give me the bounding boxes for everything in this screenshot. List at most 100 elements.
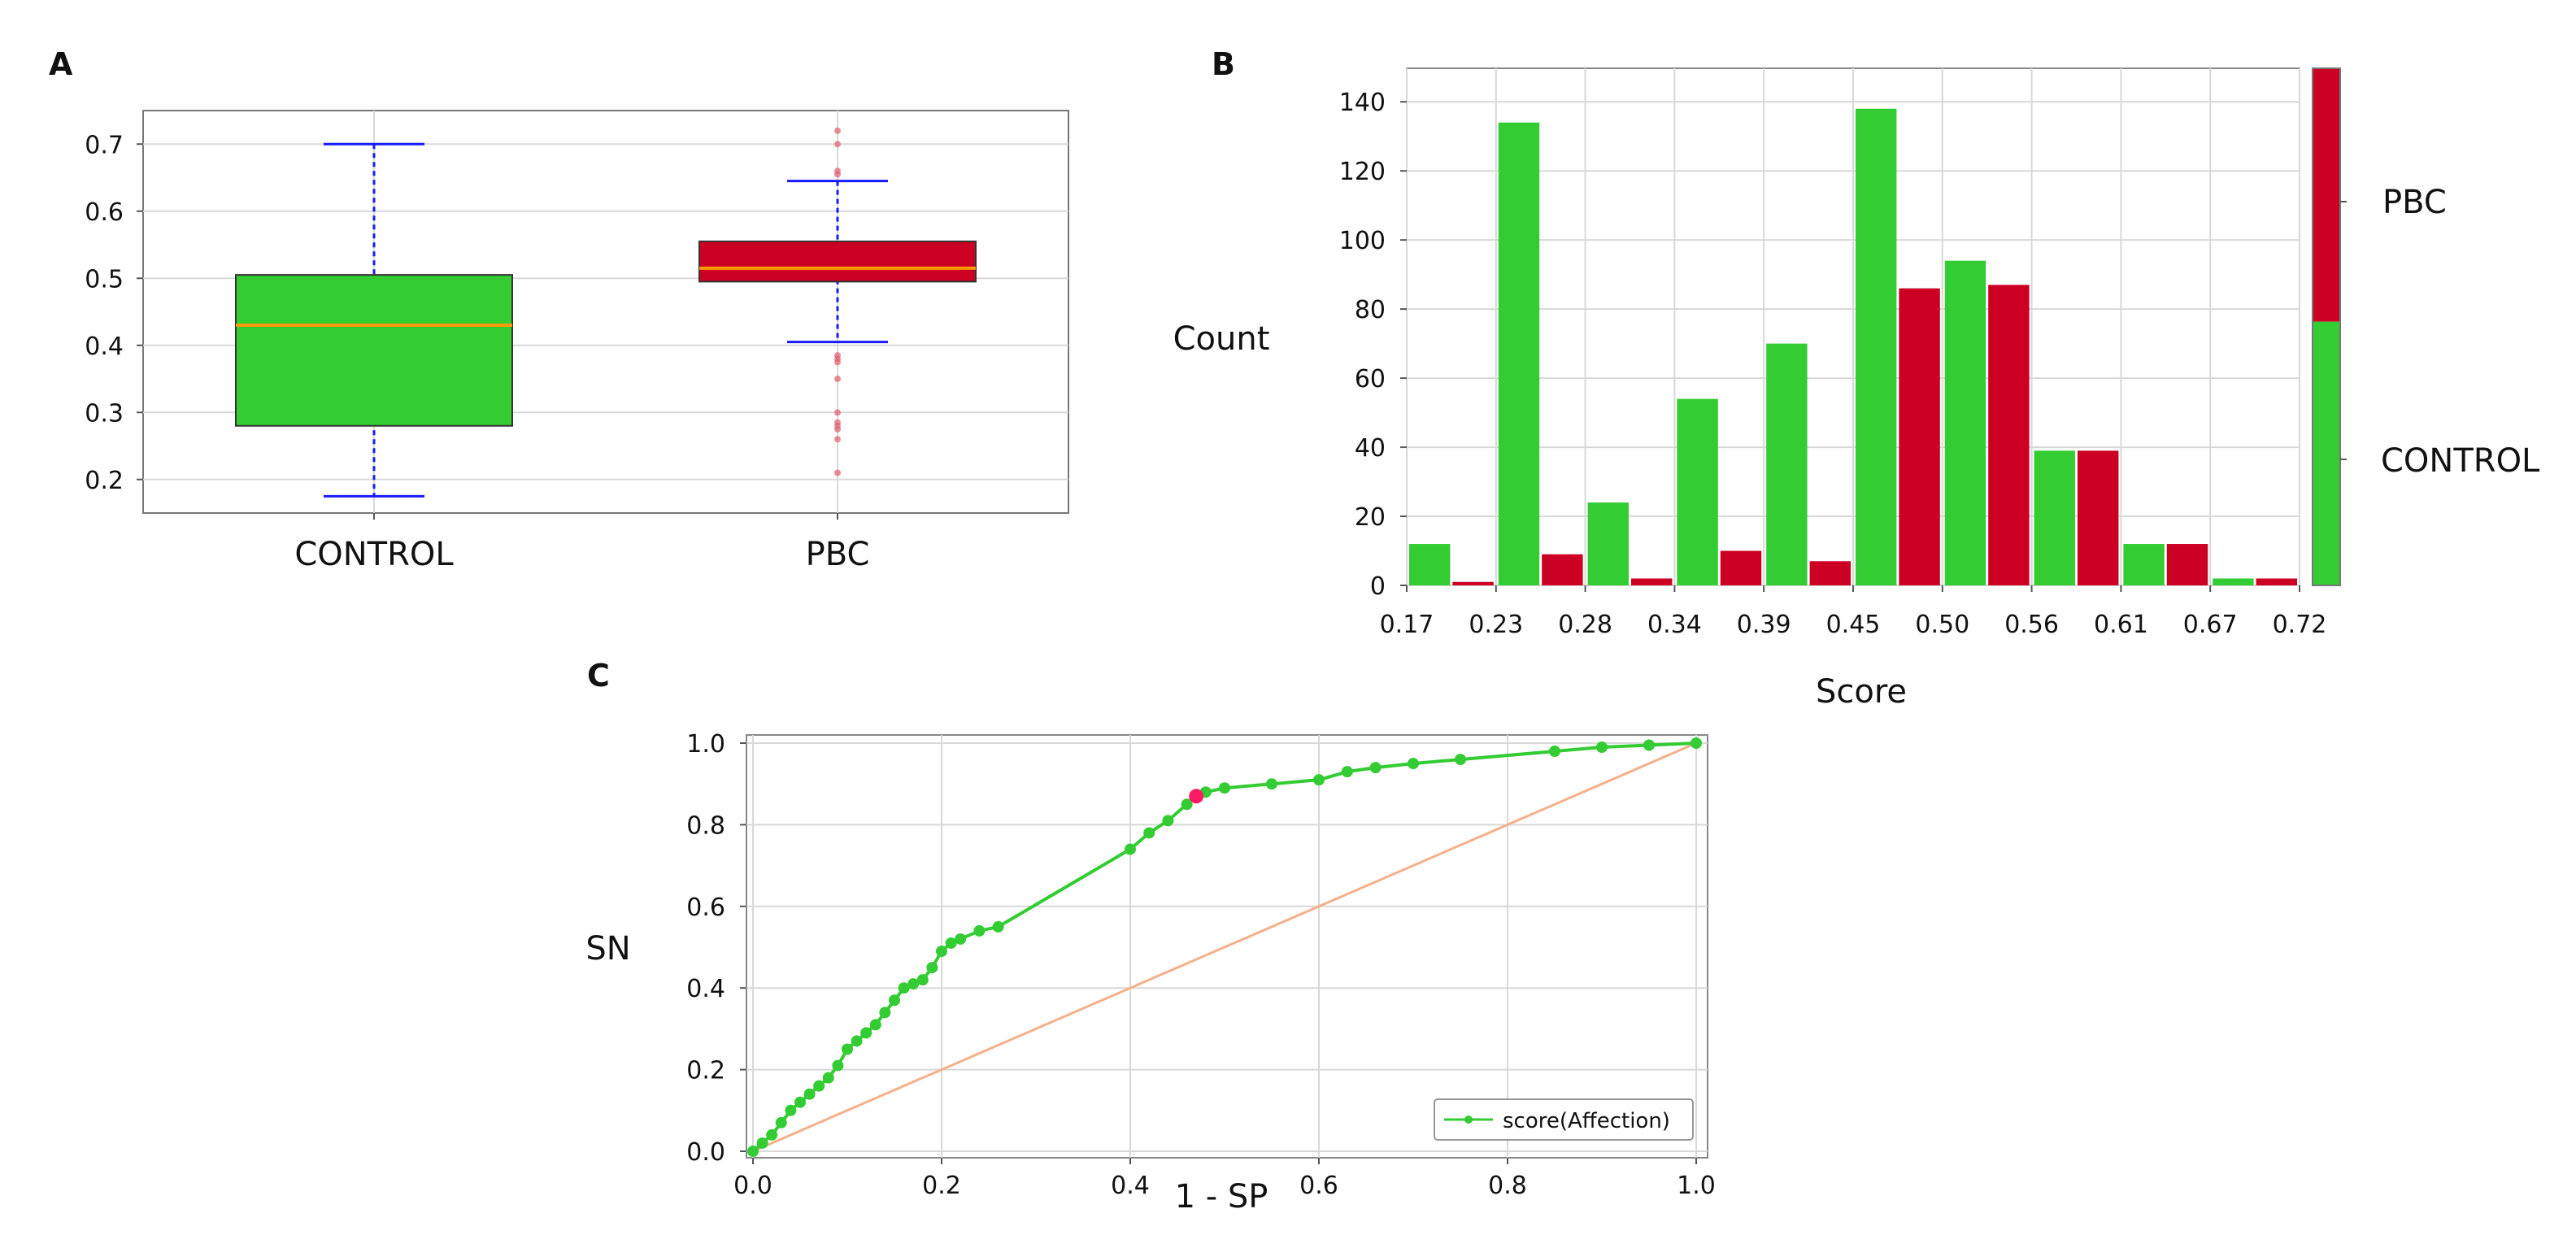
- reference-diagonal-line: [752, 741, 1697, 1153]
- legend-point-marker: [1464, 1115, 1473, 1124]
- roc-point: [1369, 762, 1382, 774]
- panel-c-y-axis-label: SN: [585, 930, 630, 968]
- bar-pbc: [1542, 554, 1583, 585]
- x-tick-label: 0.2: [922, 1172, 961, 1200]
- roc-point: [1125, 843, 1136, 855]
- roc-point: [907, 978, 920, 990]
- roc-point: [860, 1027, 872, 1039]
- roc-point: [756, 1137, 768, 1149]
- bar-pbc: [2078, 450, 2119, 585]
- roc-point: [1181, 798, 1193, 811]
- bar-pbc: [1452, 581, 1494, 585]
- y-tick-label: 0.2: [85, 467, 124, 495]
- x-tick-label: 0.45: [1826, 611, 1881, 639]
- bar-control: [2034, 450, 2075, 585]
- y-tick-label: 0.8: [686, 811, 725, 840]
- y-tick-label: 0.5: [85, 265, 124, 294]
- y-tick-label: 0.0: [686, 1138, 725, 1167]
- outlier-point: [834, 425, 841, 433]
- legend-swatch-pbc: [2313, 68, 2340, 322]
- box-iqr: [235, 274, 513, 427]
- x-tick-label: 0.6: [1299, 1172, 1338, 1200]
- roc-point: [803, 1088, 816, 1100]
- outlier-point: [834, 359, 841, 366]
- x-tick-label: 0.4: [1111, 1172, 1150, 1200]
- bar-control: [1409, 544, 1451, 585]
- outlier-point: [834, 171, 841, 178]
- legend-label: score(Affection): [1503, 1109, 1670, 1133]
- bar-pbc: [1988, 285, 2030, 585]
- y-tick-label: 60: [1355, 365, 1386, 394]
- legend-label-control: CONTROL: [2381, 442, 2540, 480]
- y-tick-label: 80: [1355, 296, 1386, 324]
- y-tick-label: 40: [1355, 434, 1386, 463]
- outlier-point: [834, 127, 841, 134]
- panel-a: A 0.2 0.3 0.4 0.5 0.6 0.7 CONTROL PBC: [49, 46, 1069, 573]
- roc-point: [1643, 739, 1655, 751]
- bar-pbc: [1899, 288, 1940, 585]
- roc-point: [945, 937, 957, 949]
- bar-control: [1944, 260, 1986, 585]
- x-tick-label: 1.0: [1677, 1172, 1716, 1200]
- x-tick-label: 0.28: [1558, 611, 1612, 639]
- panel-b-label: B: [1212, 46, 1235, 82]
- bar-control: [1587, 502, 1629, 585]
- bar-pbc: [1720, 550, 1762, 585]
- x-tick-label: 0.56: [2004, 611, 2059, 639]
- panel-c-legend: score(Affection): [1434, 1098, 1694, 1141]
- roc-point: [889, 994, 900, 1007]
- panel-b-y-axis-label: Count: [1173, 320, 1270, 358]
- roc-point: [775, 1116, 787, 1128]
- roc-optimal-point: [1189, 789, 1204, 804]
- roc-point: [747, 1146, 759, 1157]
- roc-point: [822, 1072, 834, 1084]
- panel-c: C 0.00.20.40.60.81.0 0.0 0.2 0.4 0.6 0.8 1.0 …: [585, 658, 1716, 1215]
- roc-point: [955, 933, 967, 945]
- roc-point: [766, 1128, 778, 1141]
- roc-point: [785, 1104, 797, 1116]
- x-tick-label: 0.50: [1915, 611, 1969, 639]
- outlier-point: [834, 376, 841, 382]
- x-tick-label: 0.8: [1488, 1172, 1527, 1200]
- x-tick-label: 0.0: [733, 1172, 772, 1200]
- legend-label-pbc: PBC: [2382, 184, 2447, 221]
- bar-control: [2213, 578, 2254, 585]
- roc-point: [794, 1096, 806, 1108]
- panel-b: B 0 20 40 60 80 100 120 140 0.17 0.23 0.28 0.34 0.3…: [1173, 46, 2540, 711]
- roc-point: [1549, 746, 1560, 758]
- y-tick-label: 0.6: [85, 198, 124, 227]
- roc-point: [1408, 758, 1419, 770]
- y-tick-label: 140: [1339, 89, 1386, 117]
- panel-c-x-axis-label: 1 - SP: [1175, 1178, 1268, 1215]
- outlier-point: [834, 409, 841, 416]
- bar-control: [1677, 398, 1718, 585]
- bar-control: [1856, 108, 1897, 586]
- panel-b-x-axis-label: Score: [1816, 673, 1907, 711]
- x-tick-label: 0.34: [1647, 611, 1702, 639]
- roc-point: [1455, 754, 1466, 766]
- legend-swatch-control: [2313, 321, 2340, 585]
- roc-point: [898, 982, 910, 994]
- roc-point: [851, 1035, 863, 1047]
- bar-control: [1766, 343, 1808, 585]
- y-tick-label: 0.6: [686, 894, 725, 922]
- legend-colorbar-frame: [2312, 67, 2341, 586]
- outlier-point: [834, 469, 841, 476]
- roc-point: [1313, 774, 1325, 786]
- bar-pbc: [1809, 561, 1851, 585]
- roc-point: [842, 1043, 853, 1055]
- roc-point: [1690, 737, 1702, 749]
- y-tick-label: 1.0: [686, 730, 725, 759]
- roc-point: [1266, 778, 1277, 790]
- bar-control: [2123, 544, 2165, 585]
- y-tick-label: 0.4: [85, 333, 124, 361]
- y-tick-label: 0.2: [686, 1057, 725, 1085]
- y-tick-label: 100: [1339, 227, 1386, 255]
- x-tick-label: 0.39: [1737, 611, 1791, 639]
- panel-c-label: C: [587, 658, 610, 694]
- roc-point: [1219, 782, 1230, 794]
- y-tick-label: 0: [1370, 572, 1386, 601]
- panel-a-label: A: [49, 46, 73, 82]
- roc-point: [973, 924, 986, 937]
